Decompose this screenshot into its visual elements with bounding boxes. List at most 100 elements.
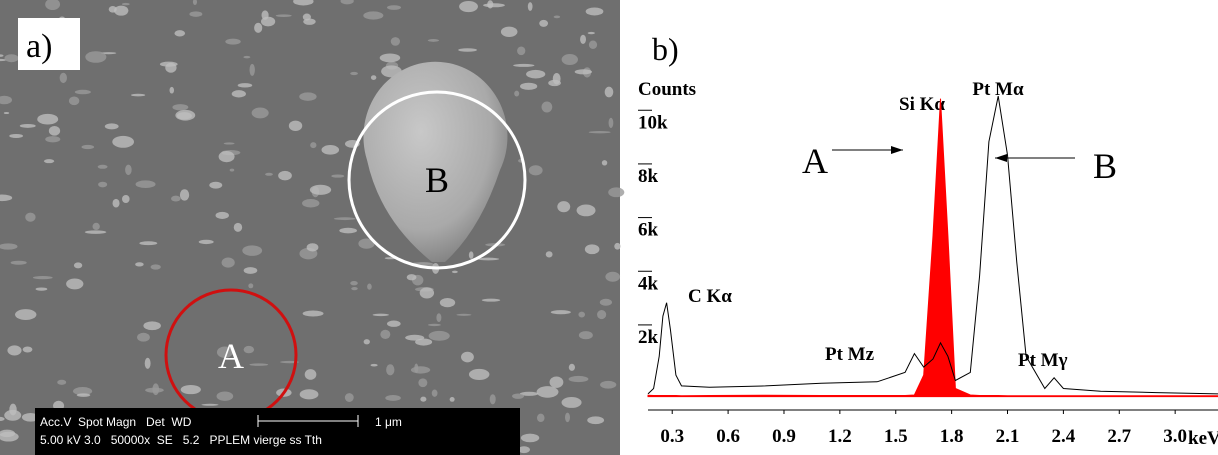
particle [135, 180, 156, 189]
arrow-head [891, 146, 903, 154]
particle [370, 75, 377, 80]
annotation: Pt Mγ [1018, 350, 1068, 371]
particle [76, 393, 91, 397]
particle [340, 0, 354, 5]
particle [165, 62, 177, 73]
particle [169, 86, 175, 94]
x-tick-label: 2.7 [1107, 426, 1131, 447]
x-tick-label: 3.0 [1163, 426, 1187, 447]
particle [0, 54, 4, 57]
particle [249, 63, 255, 76]
particle [456, 313, 472, 316]
particle [278, 170, 292, 181]
particle [243, 345, 255, 354]
particle [468, 368, 490, 380]
particle [32, 275, 53, 280]
y-tick-label: 2k [638, 327, 659, 348]
particle [428, 330, 450, 341]
particle [351, 287, 358, 291]
particle [84, 230, 107, 234]
particle [386, 320, 401, 327]
particle [21, 413, 40, 422]
particle [104, 123, 119, 130]
particle [139, 241, 158, 246]
particle [553, 15, 561, 19]
particle [225, 38, 241, 45]
particle [299, 389, 319, 400]
particle [237, 83, 253, 88]
particle [43, 159, 55, 164]
particle [215, 211, 229, 219]
particle [59, 72, 67, 84]
particle [517, 46, 526, 56]
particle [410, 366, 431, 374]
sphere [363, 61, 508, 262]
particle [550, 310, 571, 315]
particle [608, 187, 625, 198]
particle [0, 194, 13, 202]
particle [513, 63, 535, 67]
particle [333, 217, 356, 221]
particle [458, 48, 477, 52]
particle [112, 198, 120, 208]
particle [3, 111, 10, 114]
particle [0, 431, 19, 442]
particle [249, 363, 269, 366]
particle [248, 283, 254, 289]
particle [198, 239, 214, 245]
particle [201, 403, 219, 406]
particle [578, 311, 586, 318]
particle [172, 104, 189, 111]
particle [218, 150, 235, 163]
info-bar [35, 408, 520, 455]
particle [427, 323, 441, 327]
particle [310, 142, 317, 149]
particle [265, 172, 273, 176]
particle [528, 165, 543, 176]
particle [306, 243, 319, 252]
particle [293, 0, 314, 6]
info-header: Acc.V Spot Magn Det WD [40, 415, 192, 429]
particle [414, 363, 419, 373]
particle [243, 267, 258, 274]
particle [15, 309, 37, 321]
particle [209, 181, 223, 189]
particle [561, 54, 578, 65]
series-label: A [802, 141, 828, 181]
particle [192, 0, 198, 5]
particle [176, 112, 192, 120]
particle [152, 383, 160, 396]
region-label: A [218, 336, 244, 376]
annotation: C Kα [688, 286, 732, 307]
particle [108, 5, 117, 13]
particle [0, 95, 13, 105]
spectrum: b) Counts keV Si Kα Pt Mα C Kα Pt Mz Pt … [638, 31, 1218, 449]
particle [605, 271, 621, 282]
particle [350, 280, 358, 286]
particle [587, 31, 595, 35]
particle [10, 260, 27, 265]
panel-label: a) [26, 28, 52, 65]
particle [22, 346, 33, 353]
particle [97, 164, 108, 169]
particle [385, 395, 401, 401]
particle [288, 120, 303, 131]
particle [363, 339, 370, 345]
particle [216, 391, 234, 401]
particle [0, 58, 7, 62]
x-tick-label: 1.8 [940, 426, 964, 447]
particle [574, 69, 592, 75]
particle [419, 287, 435, 299]
particle [415, 338, 433, 346]
particle [367, 283, 372, 290]
particle [303, 18, 316, 25]
region-b-circle [347, 90, 527, 270]
particle [449, 397, 455, 402]
particle [487, 0, 494, 9]
particle [233, 222, 243, 232]
particle [588, 40, 598, 49]
particle [380, 329, 391, 340]
particle [174, 30, 186, 37]
particle [557, 201, 571, 213]
particle [387, 5, 402, 10]
